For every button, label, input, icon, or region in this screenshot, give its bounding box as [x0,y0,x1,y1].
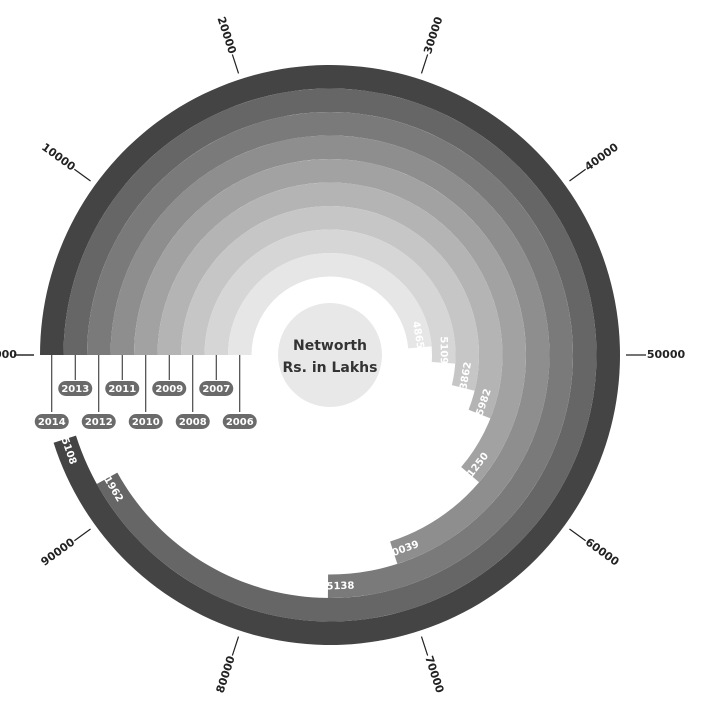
bar-2006 [228,252,432,355]
year-pill-2008 [175,414,210,429]
year-pill-2007 [199,381,234,396]
scale-tick-80000 [231,636,240,656]
year-label-2011: 2011 [108,384,136,395]
scale-label-60000: 60000 [583,536,622,569]
bar-2007 [204,229,456,364]
scale-tick-10000 [73,168,91,182]
year-pill-2014 [34,414,69,429]
year-label-2009: 2009 [155,384,183,395]
scale-label-70000: 70000 [422,654,446,695]
year-pill-2013 [58,381,93,396]
scale-tick-30000 [420,54,429,74]
year-pill-2011 [105,381,140,396]
scale-tick-70000 [420,636,429,656]
center-title: Networth [293,338,367,354]
year-label-2006: 2006 [226,417,254,428]
scale-tick-40000 [569,168,587,182]
year-labels-group: 2014 2013 2012 2011 2010 2009 2008 2007 2006 [34,355,257,429]
scale-label-90000: 90000 [39,535,78,568]
year-pill-2009 [152,381,187,396]
center-circle [278,303,382,407]
scale-label-10000: 10000 [39,141,78,174]
scale-tick-90000 [73,528,91,542]
value-label-2007: 51090 [438,336,449,371]
scale-tick-60000 [569,528,587,542]
year-label-2012: 2012 [85,417,113,428]
bar-2008 [181,206,479,391]
scale-label-80000: 80000 [214,654,238,695]
year-pill-2006 [222,414,257,429]
bar-2010 [134,159,526,483]
year-pill-2012 [81,414,116,429]
year-label-2007: 2007 [202,384,230,395]
scale-label-50000: 50000 [647,348,686,361]
scale-tick-20000 [231,54,240,74]
scale-label-20000: 20000 [215,15,239,56]
year-label-2008: 2008 [179,417,207,428]
year-label-2013: 2013 [61,384,89,395]
year-label-2010: 2010 [132,417,160,428]
value-label-2012: 75138 [319,581,354,593]
bars-group: 9510891962751387003961250559825386251090… [40,65,620,645]
center-subtitle: Rs. in Lakhs [283,360,378,376]
year-pill-2010 [128,414,163,429]
scale-label-30000: 30000 [421,15,445,56]
scale-label-40000: 40000 [582,140,621,173]
scale-label-100000: 100000 [0,348,17,361]
year-label-2014: 2014 [38,417,66,428]
